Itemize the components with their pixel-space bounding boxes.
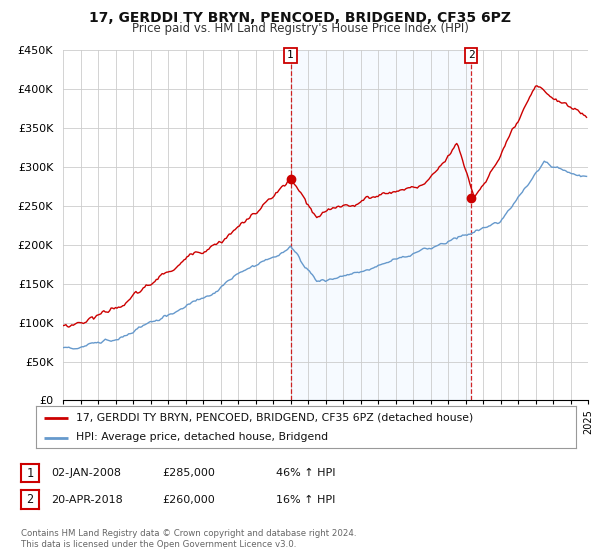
Text: £260,000: £260,000 xyxy=(162,494,215,505)
Text: 46% ↑ HPI: 46% ↑ HPI xyxy=(276,468,335,478)
Text: 20-APR-2018: 20-APR-2018 xyxy=(51,494,123,505)
Text: HPI: Average price, detached house, Bridgend: HPI: Average price, detached house, Brid… xyxy=(77,432,329,442)
Text: Contains HM Land Registry data © Crown copyright and database right 2024.: Contains HM Land Registry data © Crown c… xyxy=(21,529,356,538)
Text: 17, GERDDI TY BRYN, PENCOED, BRIDGEND, CF35 6PZ (detached house): 17, GERDDI TY BRYN, PENCOED, BRIDGEND, C… xyxy=(77,413,474,423)
Text: Price paid vs. HM Land Registry's House Price Index (HPI): Price paid vs. HM Land Registry's House … xyxy=(131,22,469,35)
Bar xyxy=(290,50,471,400)
Text: £285,000: £285,000 xyxy=(162,468,215,478)
Text: 02-JAN-2008: 02-JAN-2008 xyxy=(51,468,121,478)
Text: This data is licensed under the Open Government Licence v3.0.: This data is licensed under the Open Gov… xyxy=(21,540,296,549)
Text: 17, GERDDI TY BRYN, PENCOED, BRIDGEND, CF35 6PZ: 17, GERDDI TY BRYN, PENCOED, BRIDGEND, C… xyxy=(89,11,511,25)
Text: 1: 1 xyxy=(287,50,294,60)
Text: 2: 2 xyxy=(26,493,34,506)
Text: 16% ↑ HPI: 16% ↑ HPI xyxy=(276,494,335,505)
Text: 2: 2 xyxy=(468,50,475,60)
Text: 1: 1 xyxy=(26,466,34,480)
